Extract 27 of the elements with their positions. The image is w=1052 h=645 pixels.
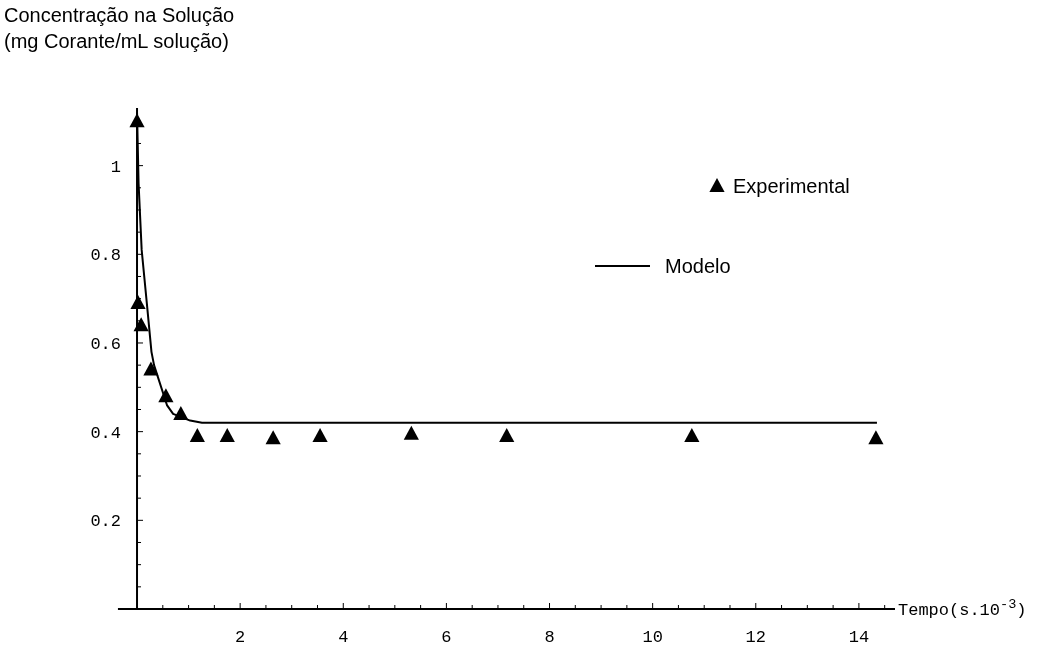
point [189, 428, 205, 443]
point [265, 430, 281, 445]
y-tick-label: 0.2 [90, 512, 122, 532]
y-axis-title: Concentração na Solução (mg Corante/mL solução) [4, 4, 235, 52]
x-tick-label: 12 [745, 628, 766, 645]
y-tick-label: 0.8 [90, 246, 122, 266]
point [684, 428, 700, 443]
point [219, 428, 235, 443]
point [143, 361, 159, 376]
y-tick-label: 0.4 [90, 423, 122, 443]
x-axis-title: Tempo(s.10$^{-3}$) [898, 596, 1027, 620]
x-tick-label: 14 [848, 628, 870, 645]
x-tick-label: 4 [338, 628, 349, 645]
point [868, 430, 884, 445]
y-tick-label: 0.6 [90, 334, 122, 354]
x-tick-label: 10 [642, 628, 663, 645]
point [130, 295, 146, 310]
x-tick-label: 2 [235, 628, 246, 645]
point [133, 317, 149, 332]
legend-label: Experimental [733, 175, 850, 197]
x-tick-label: 8 [544, 628, 555, 645]
y-tick-label: 1 [110, 157, 122, 177]
point [499, 428, 515, 443]
x-tick-label: 6 [441, 628, 452, 645]
point [312, 428, 328, 443]
point [403, 425, 419, 440]
legend-label: Modelo [665, 255, 731, 277]
